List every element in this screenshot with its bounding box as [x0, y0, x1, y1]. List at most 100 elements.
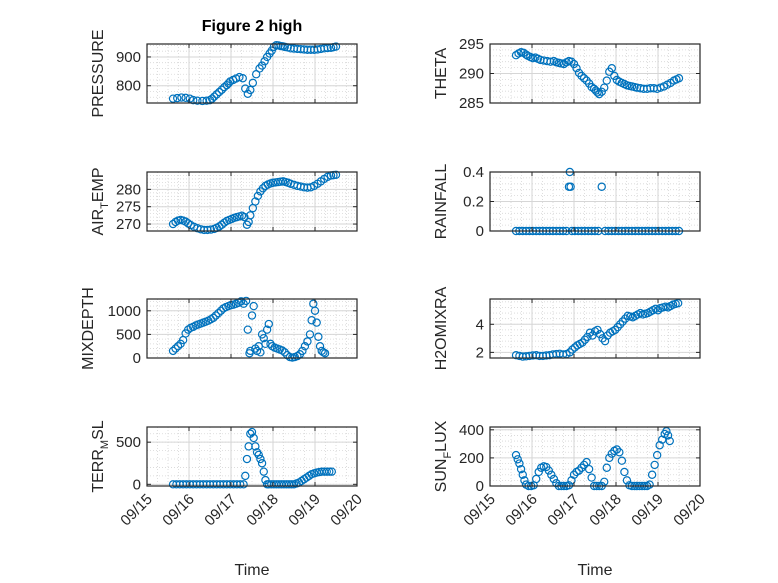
data-point — [574, 466, 584, 475]
y-tick-label: 290 — [459, 66, 484, 83]
data-point — [647, 470, 657, 479]
data-point — [177, 93, 186, 102]
data-point — [602, 76, 611, 85]
data-point — [248, 78, 258, 88]
y-tick-label: 270 — [116, 216, 141, 233]
data-point — [257, 61, 267, 70]
y-axis-label: PRESSURE — [90, 29, 107, 117]
data-point — [331, 170, 341, 179]
y-axis-label: RAINFALL — [433, 164, 450, 240]
y-tick-label: 0.2 — [463, 194, 484, 211]
data-point — [580, 335, 590, 344]
y-tick-label: 4 — [476, 316, 484, 333]
x-axis-label-right: Time — [578, 562, 613, 579]
data-point — [240, 212, 249, 222]
y-tick-label: 2 — [476, 344, 484, 361]
y-tick-label: 285 — [459, 95, 484, 112]
y-axis-label: THETA — [433, 48, 450, 100]
data-point — [249, 433, 258, 443]
data-point — [652, 450, 662, 460]
data-point — [246, 85, 255, 95]
data-point — [547, 470, 556, 479]
data-point — [300, 342, 310, 351]
data-point — [520, 476, 529, 485]
data-point — [607, 63, 617, 73]
data-point — [168, 346, 178, 356]
data-point — [568, 345, 577, 354]
data-point — [259, 467, 268, 476]
data-point — [319, 348, 328, 357]
data-point — [645, 480, 654, 489]
data-point — [516, 464, 526, 474]
pressure-panel: 800 900 PRESSURE — [90, 29, 358, 118]
data-point — [254, 450, 263, 460]
data-point — [544, 466, 554, 475]
data-point — [622, 476, 632, 485]
data-point — [239, 480, 248, 489]
data-point — [280, 348, 289, 357]
data-point — [567, 57, 576, 66]
figure-title: Figure 2 high — [202, 18, 302, 35]
data-point — [662, 427, 671, 436]
data-point — [597, 87, 606, 96]
data-point — [607, 449, 617, 458]
x-axis-label-left: Time — [235, 562, 270, 579]
data-point — [256, 454, 265, 464]
data-point — [264, 319, 273, 329]
data-point — [259, 333, 268, 343]
data-point — [546, 57, 555, 66]
data-point — [564, 481, 574, 490]
data-point — [605, 453, 614, 463]
data-point — [193, 96, 202, 105]
data-point — [241, 471, 250, 481]
data-point — [513, 455, 522, 464]
data-point — [236, 480, 245, 489]
data-point — [600, 83, 609, 92]
rainfall-panel: 0 0.2 0.4 RAINFALL — [433, 164, 701, 240]
data-point — [593, 88, 602, 97]
data-point — [312, 318, 321, 327]
data-point — [188, 95, 198, 105]
data-point — [173, 93, 182, 103]
y-tick-label: 0 — [133, 350, 141, 367]
data-point — [211, 311, 221, 320]
data-point — [303, 337, 312, 346]
data-point — [331, 42, 341, 51]
data-point — [202, 96, 211, 105]
axes-box — [146, 298, 358, 359]
data-point — [610, 325, 620, 335]
data-point — [584, 464, 594, 474]
data-point — [249, 301, 258, 311]
axes-box — [146, 426, 358, 487]
data-point — [217, 85, 226, 94]
data-point — [283, 350, 292, 360]
data-point — [314, 332, 323, 341]
data-point — [610, 71, 619, 81]
data-point — [593, 325, 602, 335]
data-point — [239, 299, 248, 308]
y-tick-label: 0 — [133, 476, 141, 493]
data-point — [209, 92, 219, 101]
data-point — [280, 42, 289, 52]
data-point — [549, 474, 559, 484]
data-point — [621, 314, 630, 323]
y-tick-label: 400 — [459, 422, 484, 439]
data-point — [569, 59, 579, 69]
data-point — [307, 316, 316, 325]
data-point — [247, 311, 257, 320]
axes-box — [146, 43, 358, 104]
data-point — [534, 467, 543, 477]
y-tick-label: 0 — [476, 478, 484, 495]
data-point — [613, 322, 622, 332]
data-point — [597, 182, 606, 191]
data-point — [242, 454, 252, 464]
data-point — [585, 328, 595, 337]
data-point — [212, 90, 221, 99]
y-axis-label: H2OMIXRA — [433, 286, 450, 370]
data-point — [214, 308, 223, 318]
y-tick-label: 200 — [459, 450, 484, 467]
y-tick-label: 500 — [116, 326, 141, 343]
data-point — [207, 94, 217, 103]
